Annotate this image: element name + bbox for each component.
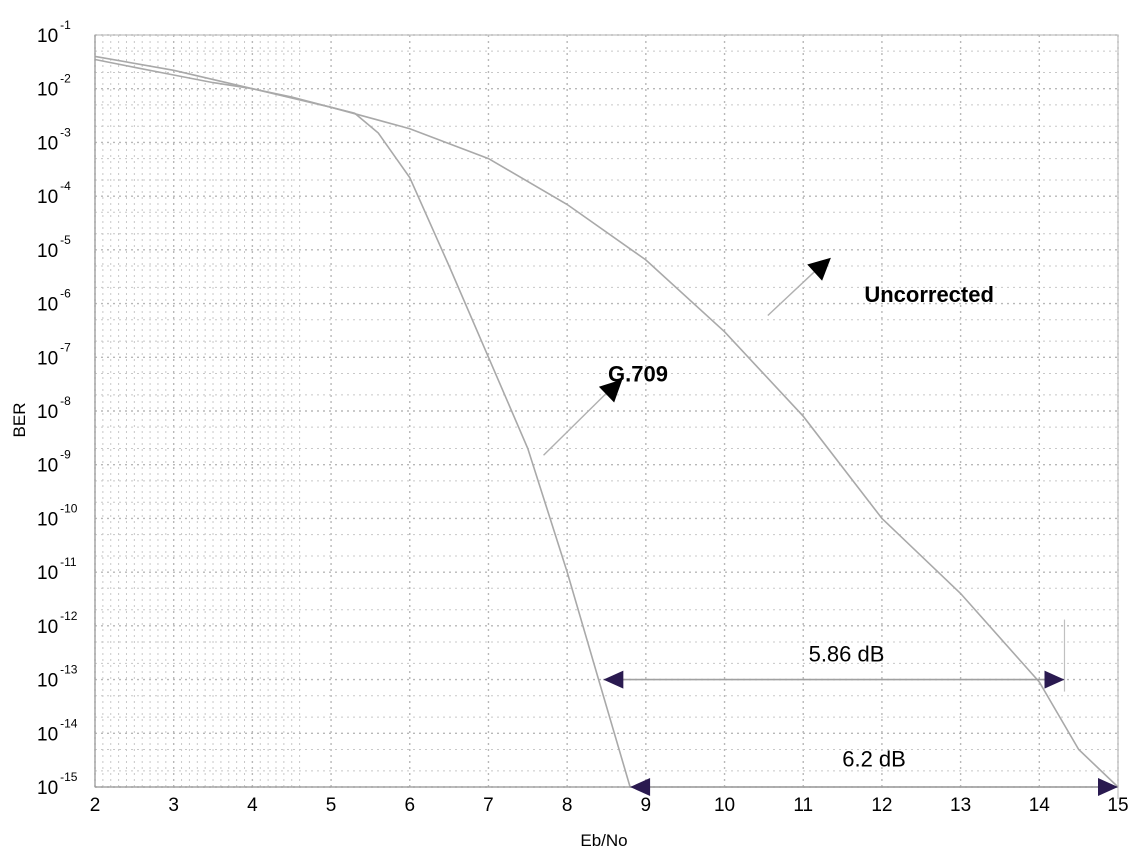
series-line-uncorrected: [94, 55, 1119, 788]
annotations: Uncorrected G.709 5.86 dB 6.2 dB: [543, 257, 1119, 799]
dimension-label: 5.86 dB: [809, 641, 885, 666]
annotation-leader: [767, 263, 824, 316]
y-tick-label: 10-14: [37, 716, 78, 745]
series-line-g-709: [94, 58, 631, 788]
x-tick-label: 3: [168, 795, 179, 816]
y-tick-label: 10-10: [37, 501, 78, 530]
dimension-arrow-right: [1098, 778, 1118, 796]
y-tick-label: 10-11: [37, 555, 77, 584]
y-tick-label: 10-15: [37, 770, 78, 799]
series-lines: [94, 55, 1119, 788]
x-tick-label: 14: [1029, 795, 1051, 816]
annotation-arrowhead: [807, 257, 831, 281]
x-tick-label: 8: [562, 795, 573, 816]
y-tick-label: 10-7: [37, 340, 71, 369]
x-tick-label: 2: [90, 795, 101, 816]
x-tick-label: 9: [641, 795, 652, 816]
x-tick-label: 4: [247, 795, 258, 816]
annotation-label: G.709: [608, 361, 668, 386]
tick-labels: 2 3 4 5 6 7 8 9 10 11 12 13 14 15 10-1 10-2 10-3 10-4 10-5…: [37, 18, 1129, 816]
dimension-arrow-left: [630, 778, 651, 796]
y-tick-label: 10-2: [37, 72, 71, 101]
annotation-leader: [543, 384, 615, 456]
y-tick-label: 10-12: [37, 609, 78, 638]
dimension-arrow-left: [603, 670, 624, 689]
x-axis-label: Eb/No: [580, 831, 627, 850]
y-tick-label: 10-13: [37, 663, 78, 692]
y-tick-label: 10-8: [37, 394, 71, 423]
x-tick-label: 15: [1107, 795, 1128, 816]
dimension-label: 6.2 dB: [842, 747, 906, 772]
dimension-arrow-right: [1044, 670, 1065, 689]
y-tick-label: 10-4: [37, 179, 71, 208]
x-tick-label: 5: [326, 795, 337, 816]
x-tick-label: 7: [483, 795, 494, 816]
y-tick-label: 10-1: [37, 18, 71, 47]
x-tick-label: 12: [871, 795, 892, 816]
x-tick-label: 6: [404, 795, 415, 816]
x-tick-label: 13: [950, 795, 971, 816]
y-tick-label: 10-5: [37, 233, 71, 262]
x-tick-label: 11: [793, 795, 813, 816]
y-axis-label: BER: [10, 403, 29, 438]
grid-lines: [94, 34, 1119, 788]
annotation-arrowhead: [598, 379, 623, 403]
x-tick-label: 10: [714, 795, 735, 816]
y-tick-label: 10-9: [37, 448, 71, 477]
annotation-label: Uncorrected: [864, 282, 994, 307]
y-tick-label: 10-3: [37, 125, 71, 154]
y-tick-label: 10-6: [37, 287, 71, 316]
plot-frame: [94, 34, 1119, 788]
